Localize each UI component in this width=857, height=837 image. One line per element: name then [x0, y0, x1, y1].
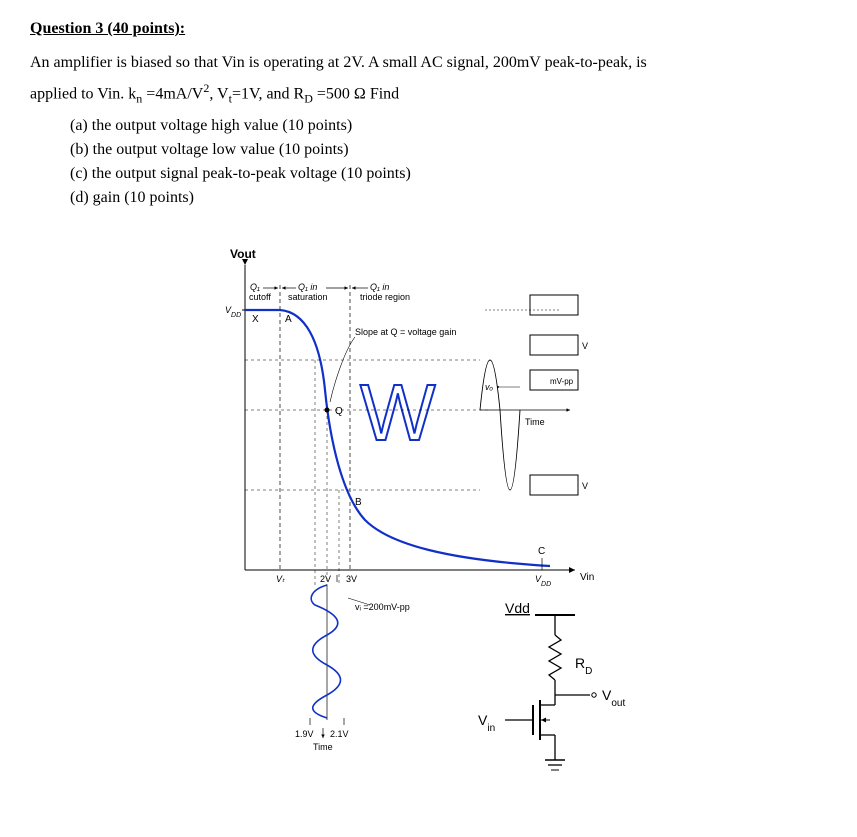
- part-d: (d) gain (10 points): [70, 186, 827, 210]
- input-wave-label: vᵢ =200mV-pp: [355, 602, 410, 612]
- box-v2-unit: V: [582, 481, 588, 491]
- vout-terminal: [592, 693, 596, 697]
- point-a: A: [285, 314, 292, 325]
- slope-pointer: [330, 337, 355, 402]
- figure-area: Vout Vin Q₁ cutoff Q₁ in saturation Q₁ i…: [30, 240, 827, 800]
- output-time-label: Time: [525, 417, 545, 427]
- rd-resistor: [549, 635, 561, 680]
- circuit-vout: Vout: [602, 687, 625, 709]
- tick-vt: Vₜ: [276, 574, 285, 584]
- watermark-w: W: [360, 368, 436, 457]
- point-x: X: [252, 314, 259, 325]
- c-label: C: [538, 546, 545, 557]
- region-q1-sat: Q₁ in: [298, 282, 317, 292]
- input-waveform: [311, 585, 340, 718]
- answer-box-v2[interactable]: [530, 475, 578, 495]
- tick-3v: 3V: [346, 574, 357, 584]
- question-title: Question 3 (40 points):: [30, 20, 827, 38]
- circuit-vdd: Vdd: [505, 600, 530, 616]
- vt-eq: =1V, and R: [232, 86, 304, 103]
- part-c: (c) the output signal peak-to-peak volta…: [70, 162, 827, 186]
- part-b: (b) the output voltage low value (10 poi…: [70, 138, 827, 162]
- part-a: (a) the output voltage high value (10 po…: [70, 114, 827, 138]
- region-q1-triode: Q₁ in: [370, 282, 389, 292]
- circuit: Vdd RD Vout Vin: [478, 600, 625, 770]
- vo-label: vₒ: [485, 382, 494, 392]
- region-cutoff-text: cutoff: [249, 292, 271, 302]
- vout-axis-label: Vout: [230, 247, 256, 261]
- region-q1-cutoff: Q₁: [250, 282, 260, 292]
- prompt-line-1: An amplifier is biased so that Vin is op…: [30, 52, 827, 74]
- input-time-text: Time: [313, 742, 333, 752]
- region-sat-text: saturation: [288, 292, 328, 302]
- prompt-pre: applied to Vin. k: [30, 86, 136, 103]
- answer-box-top[interactable]: [530, 295, 578, 315]
- circuit-rd: RD: [575, 655, 592, 677]
- tick-vdd: VDD: [535, 574, 551, 588]
- kn-eq: =4mA/V: [142, 86, 203, 103]
- q-label: Q: [335, 406, 343, 417]
- rd-eq: =500 Ω Find: [313, 86, 399, 103]
- vin-axis-label: Vin: [580, 572, 594, 583]
- circuit-vin: Vin: [478, 712, 495, 734]
- vdd-y-label: VDD: [225, 305, 241, 319]
- label-2p1: 2.1V: [330, 729, 349, 739]
- b-label: B: [355, 497, 362, 508]
- region-triode-text: triode region: [360, 292, 410, 302]
- vt-pre: , V: [209, 86, 228, 103]
- slope-label: Slope at Q = voltage gain: [355, 327, 456, 337]
- answer-box-v1[interactable]: [530, 335, 578, 355]
- label-1p9: 1.9V: [295, 729, 314, 739]
- box-mvpp-unit: mV-pp: [550, 377, 574, 386]
- output-waveform: [480, 360, 520, 490]
- box-v1-unit: V: [582, 341, 588, 351]
- tick-2v: 2V: [320, 574, 331, 584]
- prompt-line-2: applied to Vin. kn =4mA/V2, Vt=1V, and R…: [30, 80, 827, 107]
- rd-sub: D: [304, 92, 313, 106]
- figure-svg: Vout Vin Q₁ cutoff Q₁ in saturation Q₁ i…: [30, 240, 730, 800]
